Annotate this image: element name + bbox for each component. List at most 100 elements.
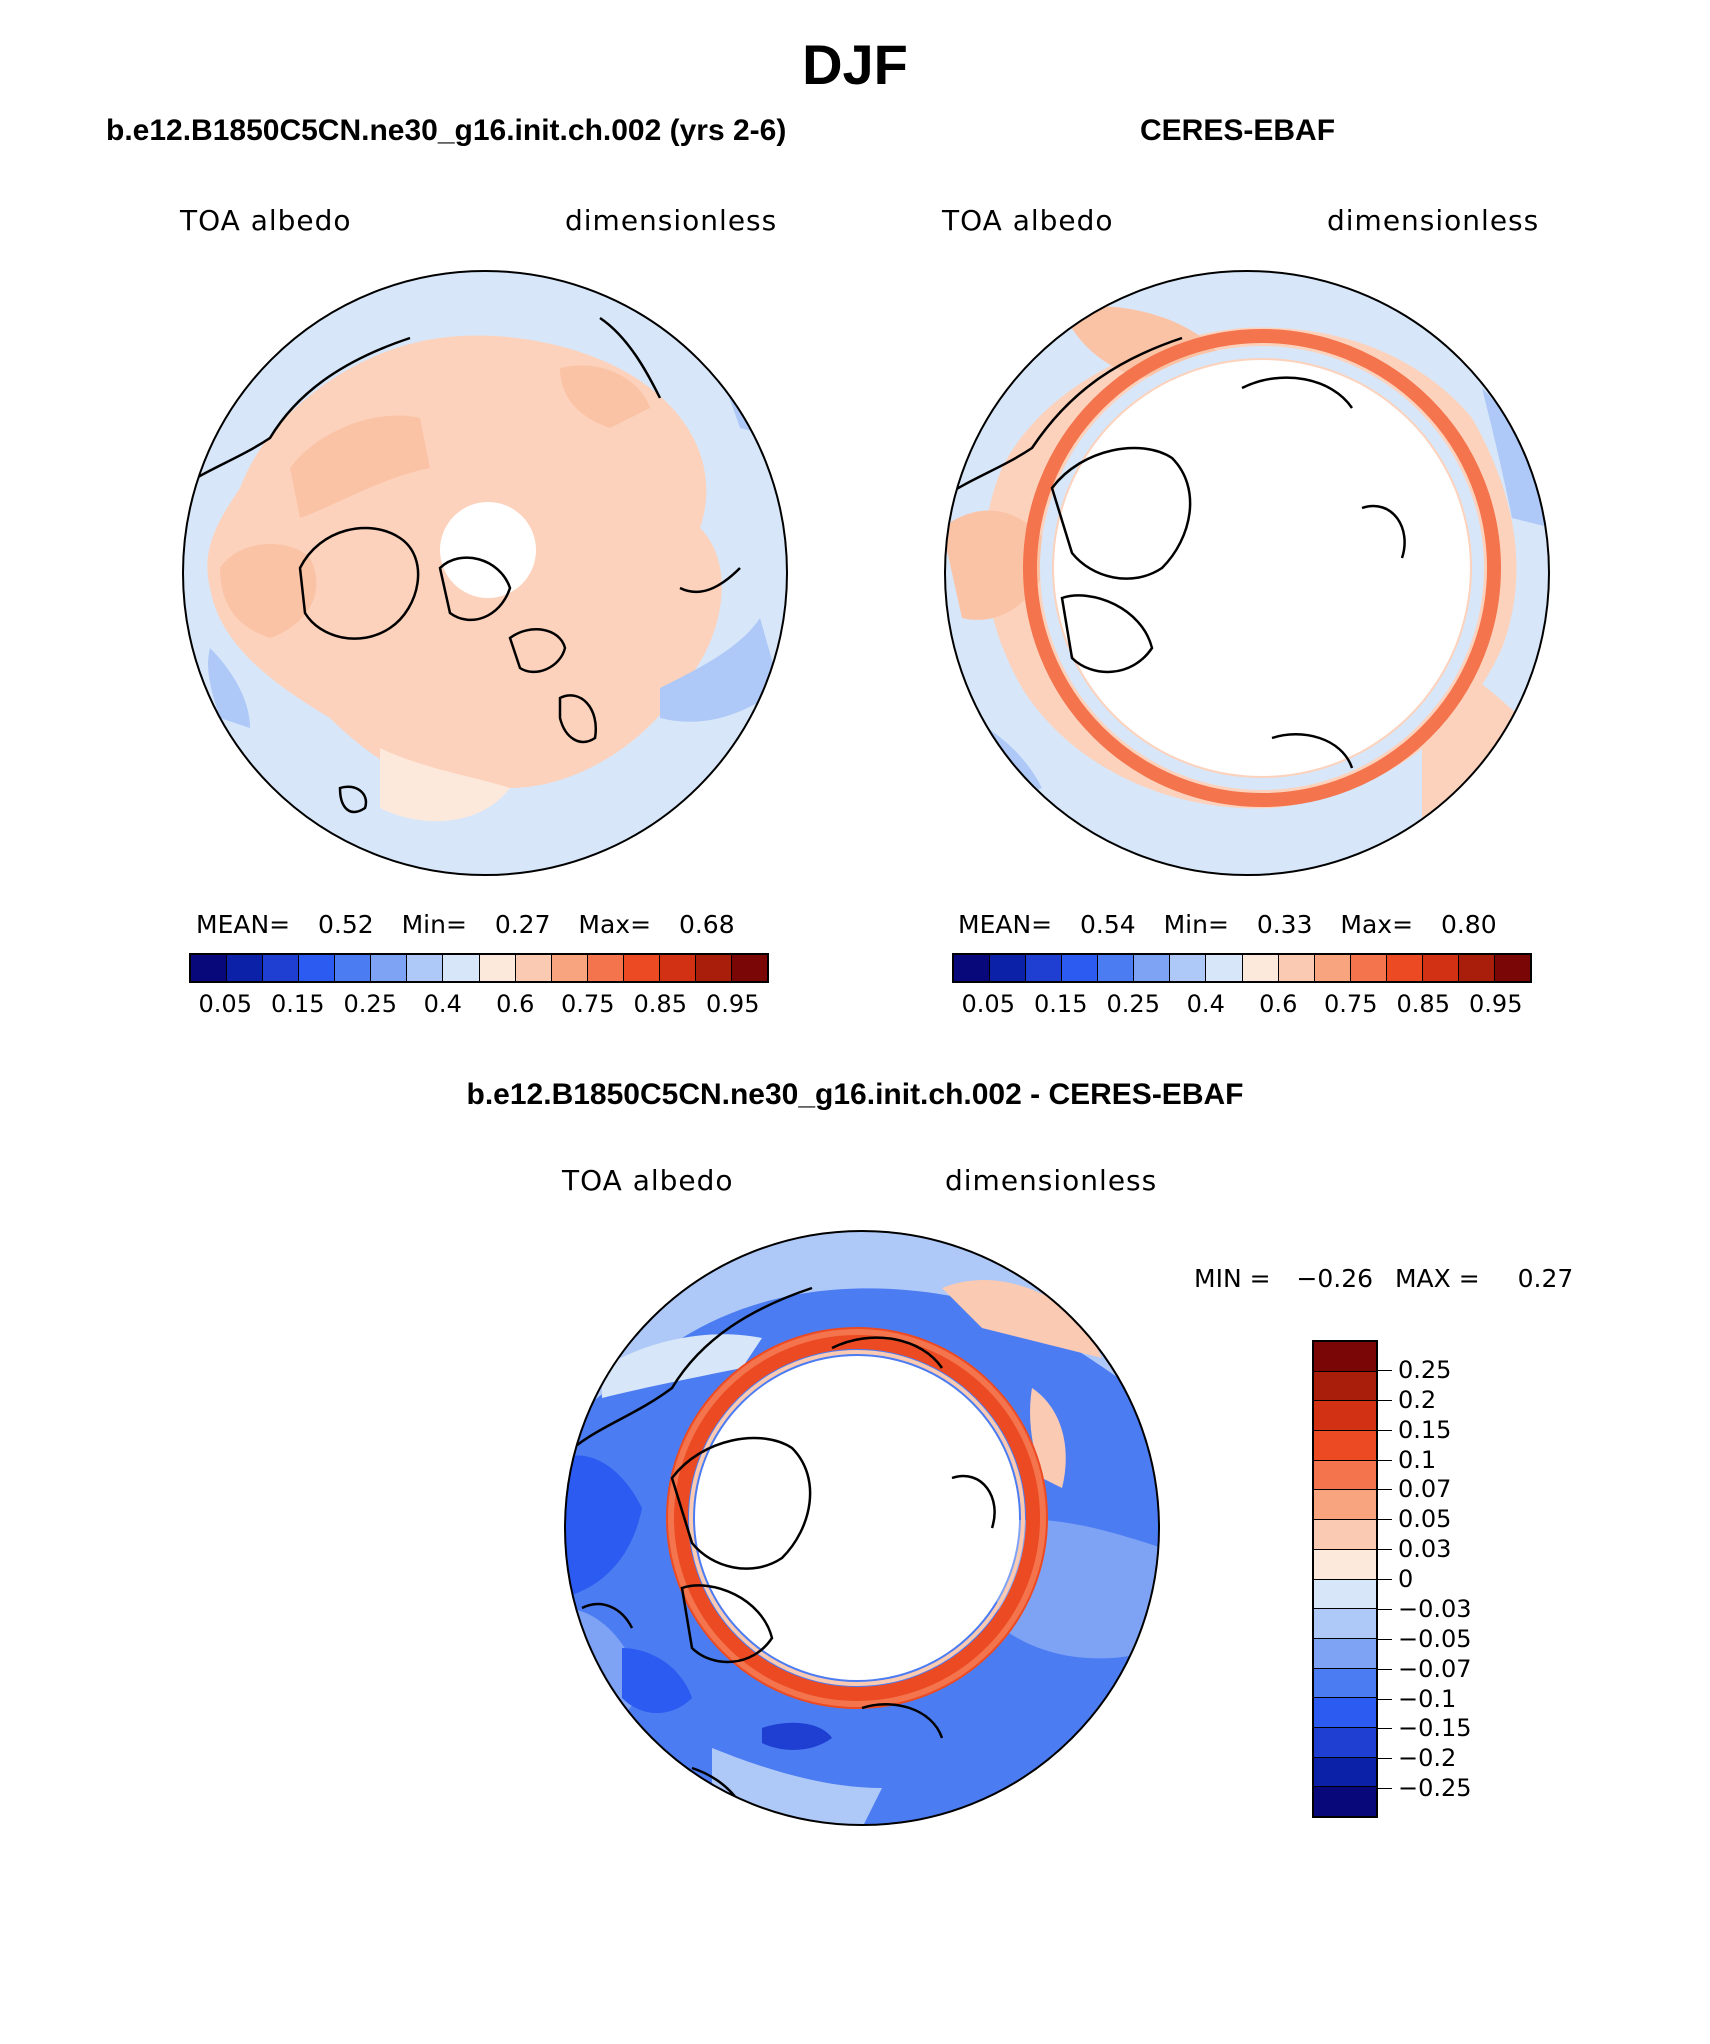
model-colorbar-swatch [479,955,516,981]
diff-colorbar-tick-label: −0.15 [1378,1714,1472,1743]
model-colorbar-swatch [335,955,372,981]
diff-colorbar-swatch [1314,1757,1376,1788]
obs-polar-map [944,270,1550,876]
diff-units-label: dimensionless [945,1164,1158,1197]
obs-mean-value: 0.54 [1080,910,1136,939]
diff-colorbar-tick-label: 0.1 [1377,1445,1437,1474]
obs-colorbar-swatch [1386,955,1423,981]
model-polar-map [182,270,788,876]
model-colorbar-ticks: 0.05 0.15 0.25 0.4 0.6 0.75 0.85 0.95 [189,990,769,1020]
obs-colorbar-swatch [1134,955,1171,981]
diff-panel-title: b.e12.B1850C5CN.ne30_g16.init.ch.002 - C… [466,1078,1244,1111]
season-title: DJF [802,33,908,96]
obs-colorbar-swatch [1242,955,1279,981]
diff-colorbar-swatch [1314,1668,1376,1699]
model-colorbar-swatch [227,955,264,981]
diff-max-value: 0.27 [1517,1264,1574,1293]
obs-colorbar [952,953,1532,983]
obs-colorbar-tick-label: 0.6 [1259,990,1298,1018]
model-colorbar-swatch [407,955,444,981]
model-colorbar-tick-label: 0.25 [343,990,397,1018]
obs-units-label: dimensionless [1327,204,1540,237]
diff-polar-map [564,1230,1160,1826]
obs-colorbar-tick-label: 0.95 [1469,990,1523,1018]
model-colorbar-swatch [299,955,336,981]
model-pole-missing-data [440,502,536,598]
obs-colorbar-swatch [1098,955,1135,981]
model-colorbar-swatch [659,955,696,981]
obs-high-albedo-ring [1023,329,1501,807]
model-colorbar-swatch [587,955,624,981]
obs-colorbar-swatch [1422,955,1459,981]
diff-colorbar-tick-label: −0.05 [1378,1624,1472,1653]
obs-mean-label: MEAN= [958,910,1053,939]
obs-colorbar-swatch [1062,955,1099,981]
model-colorbar-swatch [191,955,228,981]
diff-colorbar-swatch [1314,1342,1376,1372]
diff-colorbar-swatch [1314,1490,1376,1521]
diff-colorbar-swatch [1314,1431,1376,1461]
diff-colorbar-tick-label: 0 [1377,1565,1414,1593]
diff-colorbar-tick-label: 0.15 [1377,1415,1452,1444]
diff-colorbar-tick-label: −0.1 [1377,1684,1457,1713]
obs-colorbar-swatch [954,955,991,981]
model-colorbar-swatch [695,955,732,981]
model-units-label: dimensionless [565,204,778,237]
diff-colorbar-tick-label: −0.03 [1378,1594,1472,1623]
obs-variable-label: TOA albedo [942,204,1114,237]
model-colorbar-tick-label: 0.85 [633,990,687,1018]
model-min-label: Min= [401,910,467,939]
obs-colorbar-tick-label: 0.85 [1396,990,1450,1018]
obs-colorbar-swatch [1278,955,1315,981]
obs-colorbar-tick-label: 0.15 [1034,990,1088,1018]
model-panel-title: b.e12.B1850C5CN.ne30_g16.init.ch.002 (yr… [106,114,787,147]
diff-colorbar-swatch [1314,1787,1376,1816]
model-colorbar-swatch [731,955,767,981]
diff-colorbar-tick-label: 0.03 [1377,1535,1452,1564]
diff-colorbar-swatch [1314,1460,1376,1491]
obs-colorbar-tick-label: 0.05 [961,990,1015,1018]
obs-colorbar-swatch [1350,955,1387,981]
diff-colorbar-tick-label: −0.25 [1378,1774,1472,1803]
diff-colorbar-ticks: 0.25 0.2 0.15 0.1 0.07 0.05 0.03 0 −0.03 −0.05 −0.… [1377,1340,1498,1818]
obs-colorbar-swatch [1206,955,1243,981]
diff-min-label: MIN = [1194,1264,1271,1293]
diff-colorbar-swatch [1314,1371,1376,1402]
model-colorbar-tick-label: 0.4 [423,990,462,1018]
obs-min-label: Min= [1163,910,1229,939]
obs-colorbar-swatch [1458,955,1495,981]
diff-variable-label: TOA albedo [562,1164,734,1197]
model-colorbar-tick-label: 0.95 [706,990,760,1018]
diff-min-value: −0.26 [1296,1264,1374,1293]
diff-colorbar-swatch [1314,1549,1376,1580]
model-min-value: 0.27 [494,910,551,939]
model-max-value: 0.68 [678,910,735,939]
obs-pole-missing-data [1054,360,1470,776]
obs-stats: MEAN= 0.54 Min= 0.33 Max= 0.80 [958,910,1497,939]
diff-colorbar-tick-label: 0.2 [1377,1385,1437,1414]
diff-stats: MIN = −0.26 MAX = 0.27 [1194,1264,1573,1293]
obs-colorbar-swatch [1494,955,1530,981]
obs-colorbar-swatch [1314,955,1351,981]
diff-colorbar-tick-label: 0.05 [1377,1505,1452,1534]
diff-colorbar-swatch [1314,1698,1376,1728]
model-colorbar-tick-label: 0.6 [496,990,535,1018]
diff-colorbar-tick-label: 0.25 [1377,1355,1452,1384]
diff-max-label: MAX = [1394,1264,1480,1293]
model-colorbar [189,953,769,983]
model-max-label: Max= [578,910,652,939]
obs-min-value: 0.33 [1256,910,1313,939]
model-colorbar-swatch [371,955,408,981]
obs-colorbar-swatch [990,955,1027,981]
model-colorbar-tick-label: 0.75 [561,990,615,1018]
model-colorbar-swatch [623,955,660,981]
diff-positive-ring [666,1327,1048,1709]
obs-colorbar-tick-label: 0.25 [1106,990,1160,1018]
diff-colorbar-swatch [1314,1727,1376,1758]
obs-colorbar-swatch [1026,955,1063,981]
obs-colorbar-tick-label: 0.75 [1324,990,1378,1018]
obs-panel-title: CERES-EBAF [1140,114,1336,147]
model-mean-label: MEAN= [196,910,291,939]
diff-colorbar-swatch [1314,1401,1376,1432]
diff-colorbar-tick-label: −0.07 [1378,1654,1472,1683]
